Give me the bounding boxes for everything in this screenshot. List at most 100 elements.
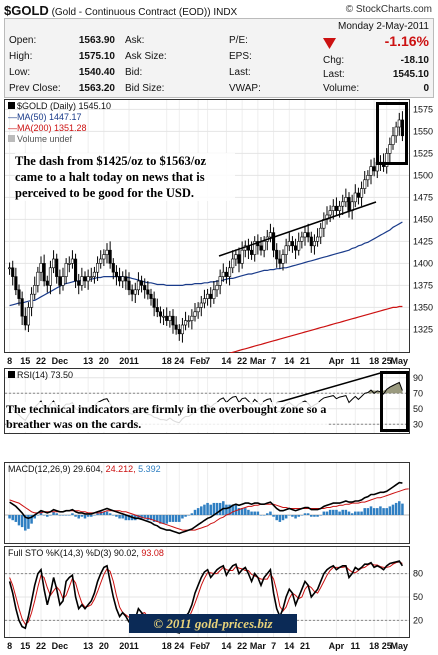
candle-body (77, 280, 81, 286)
macd-histogram-bar (49, 515, 52, 516)
candle-body (158, 311, 162, 317)
date-axis-label: 13 (83, 641, 93, 651)
macd-histogram-bar (398, 501, 401, 516)
watermark: © 2011 gold-prices.biz (129, 614, 297, 633)
candle-body (190, 315, 194, 321)
macd-histogram-bar (187, 515, 190, 516)
candle-body (184, 320, 188, 326)
date-axis-label: 22 (36, 641, 46, 651)
candle-body (306, 232, 310, 238)
macd-histogram-bar (171, 515, 175, 522)
macd-histogram-bar (354, 511, 357, 516)
sto-tick-label: 50 (413, 592, 423, 602)
date-axis-label: 18 (369, 356, 379, 366)
date-axis-label: 18 (162, 641, 172, 651)
candle-body (133, 289, 137, 295)
sto-k-line (8, 560, 404, 634)
date-axis-label: 11 (351, 356, 361, 366)
candle-body (344, 197, 348, 203)
annotation-price: The dash from $1425/oz to $1563/oz came … (15, 153, 235, 201)
chg-value: -18.10 (400, 55, 429, 66)
candle-body (341, 201, 345, 207)
macd-histogram-bar (24, 515, 27, 531)
ma50-legend-dash: — (8, 112, 17, 122)
macd-histogram-bar (156, 515, 159, 522)
candle-body (331, 205, 335, 211)
candle-body (92, 271, 96, 277)
macd-histogram-bar (174, 515, 178, 522)
down-arrow-icon (323, 38, 336, 49)
open-label: Open: (9, 35, 37, 46)
candle-body (96, 263, 100, 273)
prev-close-value: 1563.20 (78, 83, 115, 94)
macd-histogram-bar (319, 515, 322, 516)
candle-body (221, 271, 225, 277)
candle-body (297, 241, 301, 251)
date-axis-label: 8 (7, 641, 12, 651)
macd-histogram-bar (357, 511, 360, 516)
date-axis-label: Dec (52, 356, 69, 366)
date-axis-label: May (391, 641, 409, 651)
macd-histogram-bar (149, 515, 153, 521)
date-axis-label: Feb (190, 641, 207, 651)
date-axis-label: 21 (300, 356, 310, 366)
date-axis-label: 11 (351, 641, 361, 651)
candle-body (328, 210, 332, 216)
macd-signal-line (9, 488, 409, 531)
candle-body (136, 280, 140, 291)
macd-histogram-bar (313, 515, 316, 517)
macd-histogram-bar (247, 509, 250, 516)
candle-body (127, 280, 131, 291)
macd-legend-main: MACD(12,26,9) 29.604, (8, 464, 104, 474)
candle-body (218, 276, 222, 286)
volume-value: 0 (423, 83, 429, 94)
date-axis-label: Feb (190, 356, 207, 366)
macd-histogram-bar (108, 513, 112, 516)
candle-body (130, 289, 134, 295)
candle-body (284, 245, 288, 255)
candle-body (162, 315, 166, 318)
volume-legend-swatch (8, 135, 15, 142)
candle-body (80, 276, 84, 286)
macd-histogram-bar (55, 513, 58, 516)
macd-histogram-bar (256, 511, 260, 516)
macd-histogram-bar (181, 515, 184, 519)
date-axis-label: 2011 (119, 641, 139, 651)
ma200-legend-text: MA(200) 1351.28 (17, 123, 87, 133)
candle-body (174, 324, 178, 330)
price-tick-label: 1450 (413, 214, 433, 224)
candle-body (165, 315, 169, 321)
candle-body (316, 236, 320, 242)
ma200-legend: —MA(200) 1351.28 (8, 123, 87, 133)
candle-body (259, 245, 263, 251)
low-label: Low: (9, 67, 31, 78)
date-axis-label: 18 (162, 356, 172, 366)
macd-histogram-bar (310, 515, 313, 517)
ask-label: Ask: (125, 35, 145, 46)
macd-histogram-bar (253, 511, 256, 516)
macd-histogram-bar (281, 515, 285, 521)
candle-body (287, 241, 291, 247)
macd-histogram-bar (27, 515, 30, 529)
macd-histogram-bar (46, 515, 49, 517)
price-tick-label: 1350 (413, 302, 433, 312)
candle-body (118, 276, 122, 282)
candle-body (281, 254, 285, 264)
sto-legend: Full STO %K(14,3) %D(3) 90.02, 93.08 (8, 548, 164, 558)
candle-body (140, 280, 144, 286)
candle-body (61, 276, 65, 286)
date-axis-label: 7 (205, 641, 210, 651)
macd-legend-hist: 5.392 (138, 464, 161, 474)
macd-legend-signal: 24.212, (105, 464, 136, 474)
candle-body (8, 267, 12, 270)
candle-body (171, 315, 175, 326)
date-axis-label: Apr (329, 641, 345, 651)
candle-body (168, 315, 172, 321)
date-axis-label: May (391, 356, 409, 366)
candle-body (26, 307, 30, 326)
candle-body (14, 276, 18, 291)
candle-body (11, 267, 15, 277)
macd-histogram-bar (159, 515, 162, 524)
